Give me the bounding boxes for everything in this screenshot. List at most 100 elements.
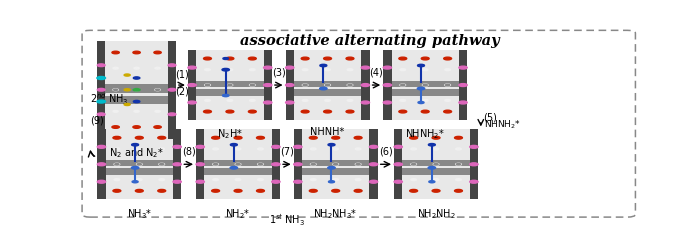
- Circle shape: [302, 99, 308, 101]
- Circle shape: [155, 89, 160, 91]
- Text: (9): (9): [90, 116, 104, 126]
- Circle shape: [213, 163, 218, 165]
- Bar: [196, 129, 204, 199]
- Text: N$_2$H*: N$_2$H*: [217, 127, 243, 141]
- Circle shape: [214, 164, 218, 165]
- Circle shape: [394, 145, 402, 148]
- Circle shape: [444, 110, 452, 113]
- Circle shape: [433, 179, 439, 181]
- Circle shape: [135, 136, 143, 139]
- Circle shape: [159, 179, 164, 181]
- Circle shape: [113, 189, 121, 192]
- Circle shape: [97, 145, 106, 148]
- Text: (7): (7): [280, 147, 294, 157]
- Circle shape: [428, 144, 435, 146]
- Circle shape: [370, 180, 378, 183]
- Circle shape: [456, 163, 461, 165]
- Circle shape: [136, 179, 142, 181]
- Circle shape: [303, 84, 307, 86]
- Bar: [302, 169, 370, 175]
- Circle shape: [354, 189, 362, 192]
- Circle shape: [159, 163, 164, 165]
- Circle shape: [159, 148, 164, 150]
- Circle shape: [173, 163, 181, 166]
- Circle shape: [97, 100, 106, 103]
- Circle shape: [411, 148, 416, 150]
- Circle shape: [294, 145, 302, 148]
- Circle shape: [456, 164, 461, 165]
- Bar: [391, 89, 458, 96]
- Circle shape: [286, 84, 294, 86]
- Circle shape: [356, 179, 361, 181]
- Circle shape: [204, 69, 210, 71]
- Circle shape: [250, 69, 255, 71]
- Bar: [204, 169, 272, 175]
- Text: NHNH$_2$*: NHNH$_2$*: [405, 127, 445, 141]
- Circle shape: [154, 51, 161, 54]
- FancyBboxPatch shape: [82, 30, 636, 217]
- Bar: [196, 129, 280, 199]
- Circle shape: [459, 84, 467, 86]
- Circle shape: [155, 89, 160, 90]
- Circle shape: [459, 101, 467, 104]
- Circle shape: [294, 163, 302, 166]
- Circle shape: [134, 77, 140, 79]
- Circle shape: [361, 66, 370, 69]
- Text: (8): (8): [182, 147, 195, 157]
- Circle shape: [410, 189, 418, 192]
- Bar: [97, 129, 181, 199]
- Circle shape: [113, 89, 118, 91]
- Circle shape: [301, 57, 309, 60]
- Circle shape: [168, 113, 176, 116]
- Circle shape: [421, 57, 429, 60]
- Circle shape: [434, 164, 438, 165]
- Text: 1$^{st}$ NH$_3$: 1$^{st}$ NH$_3$: [269, 212, 305, 228]
- Circle shape: [112, 126, 119, 128]
- Circle shape: [113, 110, 118, 112]
- Circle shape: [445, 84, 449, 86]
- Circle shape: [234, 136, 242, 139]
- Circle shape: [204, 110, 211, 113]
- Bar: [294, 89, 361, 96]
- Circle shape: [133, 88, 140, 91]
- Circle shape: [97, 113, 105, 116]
- Circle shape: [134, 110, 139, 112]
- Circle shape: [422, 99, 428, 101]
- Text: (3): (3): [272, 68, 286, 77]
- Circle shape: [432, 136, 440, 139]
- Circle shape: [354, 136, 362, 139]
- Circle shape: [264, 84, 272, 86]
- Circle shape: [272, 163, 280, 166]
- Circle shape: [132, 167, 139, 169]
- Bar: [105, 84, 168, 93]
- Circle shape: [160, 164, 164, 165]
- Text: (4): (4): [370, 68, 384, 77]
- Circle shape: [226, 110, 234, 113]
- Circle shape: [332, 136, 340, 139]
- Circle shape: [196, 145, 204, 148]
- Bar: [97, 41, 176, 139]
- Circle shape: [204, 84, 210, 86]
- Circle shape: [361, 101, 370, 104]
- Circle shape: [454, 136, 463, 139]
- Circle shape: [155, 67, 160, 69]
- Circle shape: [173, 180, 181, 183]
- Circle shape: [328, 167, 335, 169]
- Circle shape: [256, 189, 265, 192]
- Circle shape: [328, 144, 335, 146]
- Circle shape: [154, 126, 161, 128]
- Circle shape: [248, 57, 256, 60]
- Circle shape: [188, 101, 196, 104]
- Circle shape: [356, 148, 361, 150]
- Circle shape: [325, 99, 330, 101]
- Bar: [383, 50, 391, 120]
- Circle shape: [394, 163, 402, 166]
- Circle shape: [158, 189, 166, 192]
- Circle shape: [334, 164, 338, 165]
- Circle shape: [418, 101, 424, 104]
- Circle shape: [312, 164, 316, 165]
- Circle shape: [211, 189, 220, 192]
- Circle shape: [97, 180, 106, 183]
- Circle shape: [328, 181, 335, 183]
- Bar: [286, 50, 370, 120]
